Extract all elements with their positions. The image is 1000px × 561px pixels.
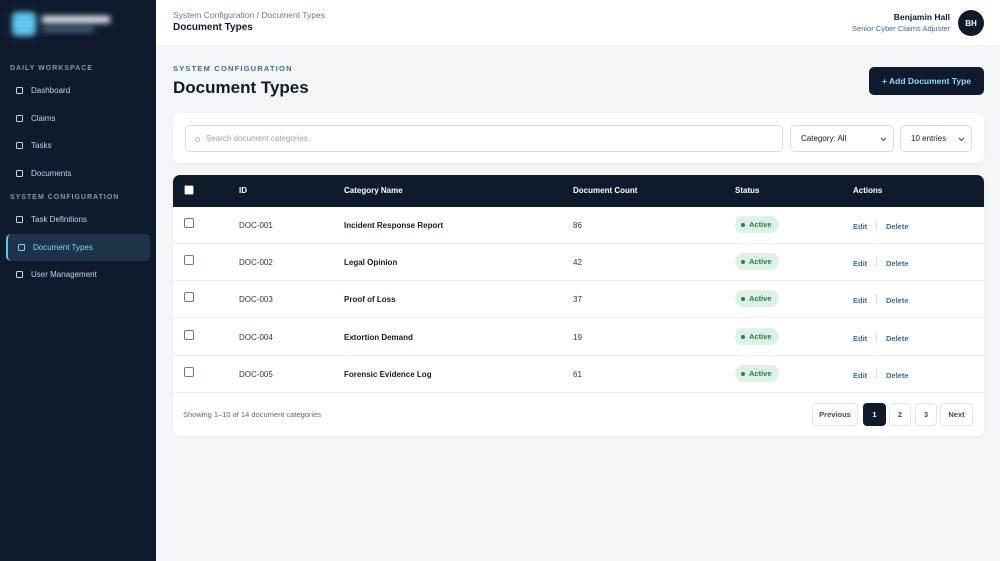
page-title: Document Types (173, 78, 309, 97)
document-count: 19 (573, 332, 582, 342)
page-button[interactable]: Previous (812, 403, 858, 426)
document-count: 86 (573, 221, 582, 230)
table-row: DOC-001 Incident Response Report 86 Active E… (173, 207, 984, 244)
sidebar: DAILY WORKSPACE Dashboard Claims Tasks Docum… (0, 0, 156, 561)
select-all-checkbox[interactable] (184, 185, 194, 195)
chevron (880, 137, 887, 142)
delete-action[interactable]: Delete (886, 333, 909, 343)
status-badge: Active (735, 327, 779, 345)
nav-item[interactable]: Claims (6, 105, 150, 132)
entries-value: 10 entries (911, 134, 947, 143)
header-title: Document Types (173, 22, 253, 33)
row-checkbox[interactable] (184, 218, 194, 228)
nav-icon (16, 216, 23, 223)
row-checkbox[interactable] (184, 255, 194, 266)
separator (876, 257, 877, 268)
page-button[interactable]: 3 (915, 403, 937, 426)
edit-action[interactable]: Edit (853, 259, 868, 269)
edit-action[interactable]: Edit (853, 296, 868, 306)
nav-icon (16, 114, 23, 122)
section-title: SYSTEM CONFIGURATION (10, 194, 120, 201)
add-button[interactable]: + Add Document Type (869, 67, 984, 95)
status-badge: Active (735, 364, 779, 382)
column-header: Category Name (344, 186, 403, 195)
table-row: DOC-002 Legal Opinion 42 Active Edit Delete (173, 244, 984, 282)
doc-id: DOC-002 (239, 258, 273, 268)
document-count: 37 (573, 295, 582, 305)
table-summary: Showing 1–10 of 14 document categories (183, 410, 322, 419)
eyebrow: SYSTEM CONFIGURATION (173, 64, 293, 73)
status-badge: Active (735, 290, 779, 308)
page-button[interactable]: 1 (863, 403, 886, 426)
nav-icon (16, 169, 23, 177)
table-row: DOC-004 Extortion Demand 19 Active Edit Delet… (173, 319, 984, 356)
nav-item[interactable]: User Management (6, 261, 150, 288)
category-name: Forensic Evidence Log (344, 369, 432, 379)
section-title: DAILY WORKSPACE (10, 65, 93, 72)
row-checkbox[interactable] (184, 292, 194, 303)
separator (876, 220, 877, 230)
column-header: Document Count (573, 186, 638, 195)
edit-action[interactable]: Edit (853, 222, 868, 231)
delete-action[interactable]: Delete (886, 370, 909, 380)
row-checkbox[interactable] (184, 329, 194, 340)
nav-icon (18, 243, 25, 251)
edit-action[interactable]: Edit (853, 333, 868, 343)
logo (12, 12, 112, 38)
separator (876, 368, 877, 379)
delete-action[interactable]: Delete (886, 259, 909, 269)
page-button[interactable]: 2 (889, 403, 911, 426)
entries-select[interactable]: 10 entries (900, 125, 972, 152)
doc-id: DOC-001 (239, 221, 273, 230)
nav-icon (16, 271, 23, 278)
category-name: Extortion Demand (344, 332, 413, 342)
doc-id: DOC-004 (239, 332, 273, 342)
delete-action[interactable]: Delete (886, 222, 909, 231)
column-header: Actions (853, 186, 883, 195)
search-icon (195, 137, 200, 142)
nav-item[interactable]: Task Definitions (6, 206, 150, 233)
chevron (958, 137, 965, 142)
page-button[interactable]: Next (940, 403, 973, 426)
table-row: DOC-003 Proof of Loss 37 Active Edit Delete (173, 281, 984, 319)
search-placeholder: Search document categories (206, 134, 308, 143)
separator (876, 331, 877, 342)
nav-item[interactable]: Dashboard (6, 77, 150, 104)
doc-id: DOC-003 (239, 295, 273, 305)
category-value: Category: All (801, 134, 847, 143)
top-bar: System Configuration / Document Types Do… (156, 0, 1000, 45)
filter-card: Search document categories Category: All… (173, 113, 984, 163)
status-badge: Active (735, 216, 779, 233)
delete-action[interactable]: Delete (886, 296, 909, 306)
nav-item[interactable]: Document Types (6, 233, 150, 261)
search-input[interactable]: Search document categories (185, 125, 783, 152)
separator (876, 294, 877, 305)
user-name: Benjamin Hall (893, 12, 950, 22)
column-header: Status (735, 186, 760, 195)
table-row: DOC-005 Forensic Evidence Log 61 Active Edit… (173, 356, 984, 393)
nav-icon (16, 142, 23, 149)
category-name: Legal Opinion (344, 258, 398, 268)
edit-action[interactable]: Edit (853, 370, 868, 380)
column-header: ID (239, 186, 247, 195)
avatar[interactable]: BH (958, 10, 984, 36)
document-count: 42 (573, 258, 582, 268)
nav-item[interactable]: Documents (6, 160, 150, 187)
breadcrumb[interactable]: System Configuration / Document Types (173, 10, 325, 20)
nav-icon (16, 87, 23, 94)
document-count: 61 (573, 369, 582, 379)
doc-id: DOC-005 (239, 369, 273, 379)
category-name: Incident Response Report (344, 221, 444, 230)
table-header: ID Category Name Document Count Status Actio… (173, 175, 984, 207)
nav-item[interactable]: Tasks (6, 132, 150, 159)
user-role: Senior Cyber Claims Adjuster (852, 24, 950, 33)
category-select[interactable]: Category: All (790, 125, 894, 152)
row-checkbox[interactable] (184, 366, 194, 377)
status-badge: Active (735, 253, 779, 271)
category-name: Proof of Loss (344, 295, 396, 305)
